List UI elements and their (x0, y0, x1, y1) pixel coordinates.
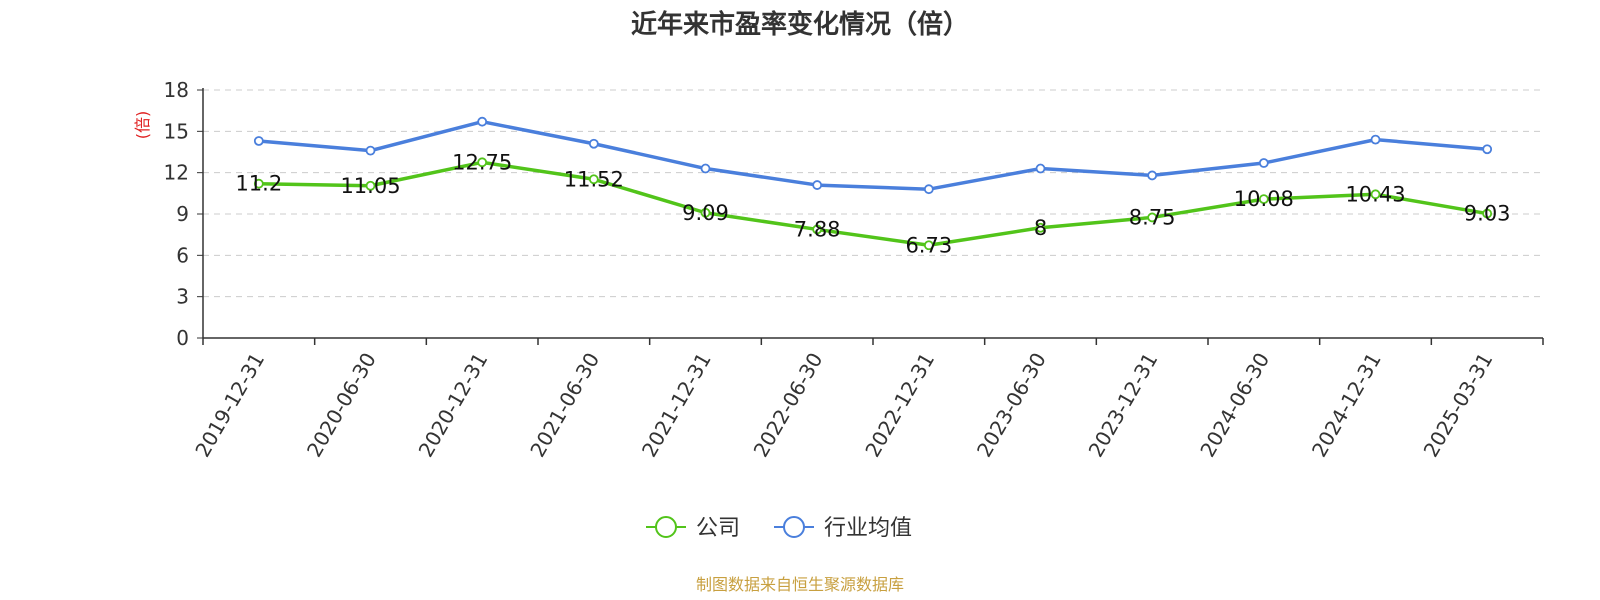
data-point[interactable] (700, 207, 711, 218)
data-label: 7.88 (794, 217, 841, 241)
y-axis-label: (倍) (133, 111, 152, 140)
data-label: 9.09 (682, 201, 729, 225)
data-point[interactable] (1258, 158, 1269, 168)
data-label: 12.75 (452, 150, 512, 174)
data-point[interactable] (812, 180, 823, 190)
data-point[interactable] (1482, 144, 1493, 155)
data-point[interactable] (923, 184, 934, 195)
data-point[interactable] (923, 240, 934, 251)
x-tick-label: 2020-12-31 (414, 348, 493, 461)
data-point[interactable] (1035, 222, 1046, 233)
data-point[interactable] (477, 157, 488, 168)
data-label: 9.03 (1464, 202, 1511, 226)
legend-item[interactable]: 行业均值 (774, 516, 912, 541)
data-label: 6.73 (905, 233, 952, 257)
series-lines (253, 116, 1493, 251)
data-label: 11.2 (235, 172, 282, 196)
legend-label: 行业均值 (824, 516, 912, 541)
chart-title: 近年来市盈率变化情况（倍） (631, 9, 969, 40)
data-point[interactable] (1370, 189, 1381, 200)
legend-item[interactable]: 公司 (646, 516, 740, 541)
y-tick-label: 6 (176, 243, 189, 267)
data-point[interactable] (700, 163, 711, 174)
axes: 0 3 6 9 12 15 18 2019-12-31 2020-06-30 2020-12-31… (164, 78, 1544, 462)
data-point[interactable] (253, 136, 264, 146)
x-tick-label: 2021-12-31 (637, 349, 716, 462)
data-point[interactable] (812, 224, 823, 235)
data-point[interactable] (365, 145, 376, 156)
y-tick-label: 18 (164, 78, 189, 102)
data-point[interactable] (588, 138, 599, 149)
y-tick-label: 15 (164, 119, 189, 143)
source-note: 制图数据来自恒生聚源数据库 (696, 575, 904, 594)
legend-swatch-marker (655, 516, 677, 538)
grid-lines (203, 89, 1543, 298)
data-label: 11.05 (340, 174, 400, 198)
data-point[interactable] (1147, 212, 1158, 223)
data-point[interactable] (1482, 208, 1493, 219)
data-point[interactable] (1258, 194, 1269, 205)
x-tick-label: 2024-06-30 (1195, 349, 1274, 462)
x-tick-label: 2025-03-31 (1419, 349, 1498, 462)
data-label: 8.75 (1129, 205, 1176, 229)
y-tick-label: 0 (176, 326, 189, 350)
y-tick-label: 3 (176, 285, 189, 309)
data-label: 10.43 (1345, 182, 1405, 206)
data-label: 11.52 (564, 167, 624, 191)
x-tick-label: 2020-06-30 (302, 349, 381, 462)
x-tick-label: 2024-12-31 (1307, 349, 1386, 462)
legend[interactable]: 公司 行业均值 (646, 516, 912, 541)
data-point[interactable] (365, 180, 376, 191)
data-point[interactable] (588, 174, 599, 185)
data-point[interactable] (1147, 170, 1158, 181)
data-label: 8 (1034, 216, 1047, 240)
series-line (258, 119, 1488, 191)
x-tick-label: 2023-06-30 (972, 349, 1051, 462)
data-point[interactable] (253, 178, 264, 189)
data-point[interactable] (1035, 163, 1046, 174)
y-tick-label: 9 (176, 202, 189, 226)
data-point[interactable] (1370, 134, 1381, 145)
y-tick-label: 12 (164, 161, 189, 185)
x-tick-label: 2022-06-30 (749, 349, 828, 462)
legend-label: 公司 (696, 516, 740, 541)
data-labels: 11.2 11.05 12.75 11.52 9.09 7.88 6.73 8 8.75 10.0… (235, 150, 1510, 257)
legend-swatch-marker (783, 516, 805, 538)
data-label: 10.08 (1234, 187, 1294, 211)
data-point[interactable] (477, 116, 488, 127)
x-tick-label: 2021-06-30 (525, 349, 604, 462)
x-tick-label: 2022-12-31 (860, 348, 939, 461)
series-line (258, 160, 1488, 248)
x-tick-label: 2019-12-31 (190, 349, 269, 462)
x-tick-label: 2023-12-31 (1084, 349, 1163, 462)
